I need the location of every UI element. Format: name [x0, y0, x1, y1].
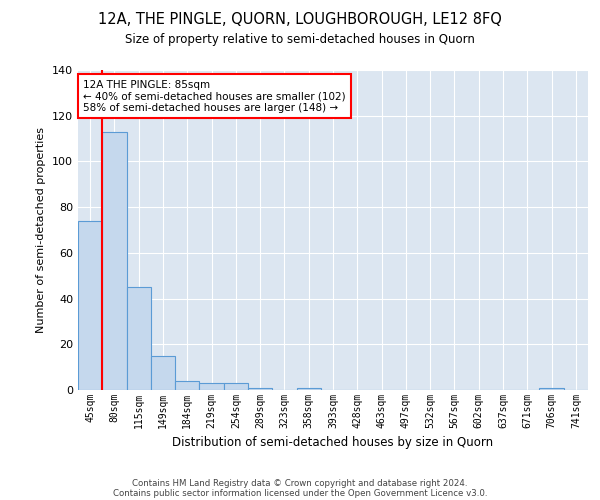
Bar	[151, 356, 175, 390]
Bar	[296, 388, 321, 390]
Bar	[127, 287, 151, 390]
Bar	[224, 383, 248, 390]
Text: Contains HM Land Registry data © Crown copyright and database right 2024.: Contains HM Land Registry data © Crown c…	[132, 478, 468, 488]
Text: Contains public sector information licensed under the Open Government Licence v3: Contains public sector information licen…	[113, 488, 487, 498]
Bar	[539, 388, 564, 390]
X-axis label: Distribution of semi-detached houses by size in Quorn: Distribution of semi-detached houses by …	[172, 436, 494, 450]
Bar	[175, 381, 199, 390]
Text: 12A, THE PINGLE, QUORN, LOUGHBOROUGH, LE12 8FQ: 12A, THE PINGLE, QUORN, LOUGHBOROUGH, LE…	[98, 12, 502, 28]
Bar	[199, 383, 224, 390]
Bar	[102, 132, 127, 390]
Y-axis label: Number of semi-detached properties: Number of semi-detached properties	[37, 127, 46, 333]
Bar	[78, 221, 102, 390]
Text: 12A THE PINGLE: 85sqm
← 40% of semi-detached houses are smaller (102)
58% of sem: 12A THE PINGLE: 85sqm ← 40% of semi-deta…	[83, 80, 346, 113]
Text: Size of property relative to semi-detached houses in Quorn: Size of property relative to semi-detach…	[125, 32, 475, 46]
Bar	[248, 388, 272, 390]
